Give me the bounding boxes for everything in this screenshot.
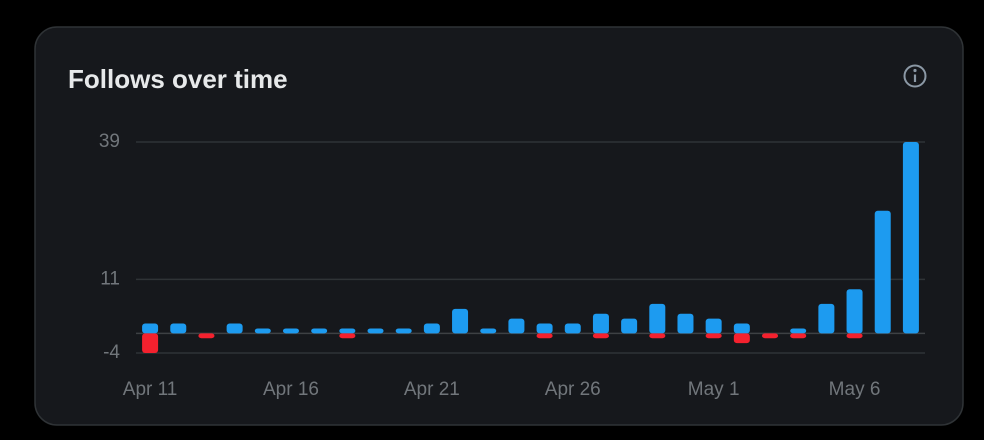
- bar: [508, 318, 525, 334]
- card: [34, 26, 964, 426]
- bar: [226, 323, 243, 334]
- bar: [282, 328, 299, 334]
- bar: [677, 313, 694, 334]
- bar: [649, 333, 666, 339]
- bar: [790, 328, 807, 334]
- y-tick-label: 11: [100, 268, 120, 289]
- bar: [733, 323, 750, 334]
- bar: [198, 333, 215, 339]
- bar: [846, 289, 863, 334]
- bar: [536, 333, 553, 339]
- bar: [170, 323, 187, 334]
- x-tick-label: May 1: [688, 379, 740, 400]
- bar: [423, 323, 440, 334]
- x-tick-label: Apr 21: [404, 379, 460, 400]
- bar: [142, 333, 159, 353]
- y-tick-label: -4: [103, 342, 120, 363]
- bar: [452, 308, 469, 334]
- bar: [705, 318, 722, 334]
- x-tick-label: Apr 26: [545, 379, 601, 400]
- x-tick-label: May 6: [829, 379, 881, 400]
- bar: [733, 333, 750, 344]
- bar: [874, 210, 891, 334]
- bar: [621, 318, 638, 334]
- bar: [395, 328, 412, 334]
- bar: [142, 323, 159, 334]
- bar: [790, 333, 807, 339]
- bar: [592, 313, 609, 334]
- bar: [480, 328, 497, 334]
- x-tick-label: Apr 16: [263, 379, 319, 400]
- bar: [254, 328, 271, 334]
- bar: [339, 328, 356, 334]
- bar: [818, 303, 835, 334]
- bar: [705, 333, 722, 339]
- info-icon[interactable]: [903, 64, 927, 88]
- x-tick-label: Apr 11: [123, 379, 178, 400]
- y-tick-label: 39: [99, 131, 120, 152]
- chart-title: Follows over time: [68, 64, 288, 94]
- bar: [846, 333, 863, 339]
- bar: [311, 328, 328, 334]
- bar: [564, 323, 581, 334]
- bar: [367, 328, 384, 334]
- bar: [339, 333, 356, 339]
- bar: [762, 333, 779, 339]
- bar: [592, 333, 609, 339]
- bar: [536, 323, 553, 334]
- bar: [902, 142, 919, 334]
- bar: [649, 303, 666, 334]
